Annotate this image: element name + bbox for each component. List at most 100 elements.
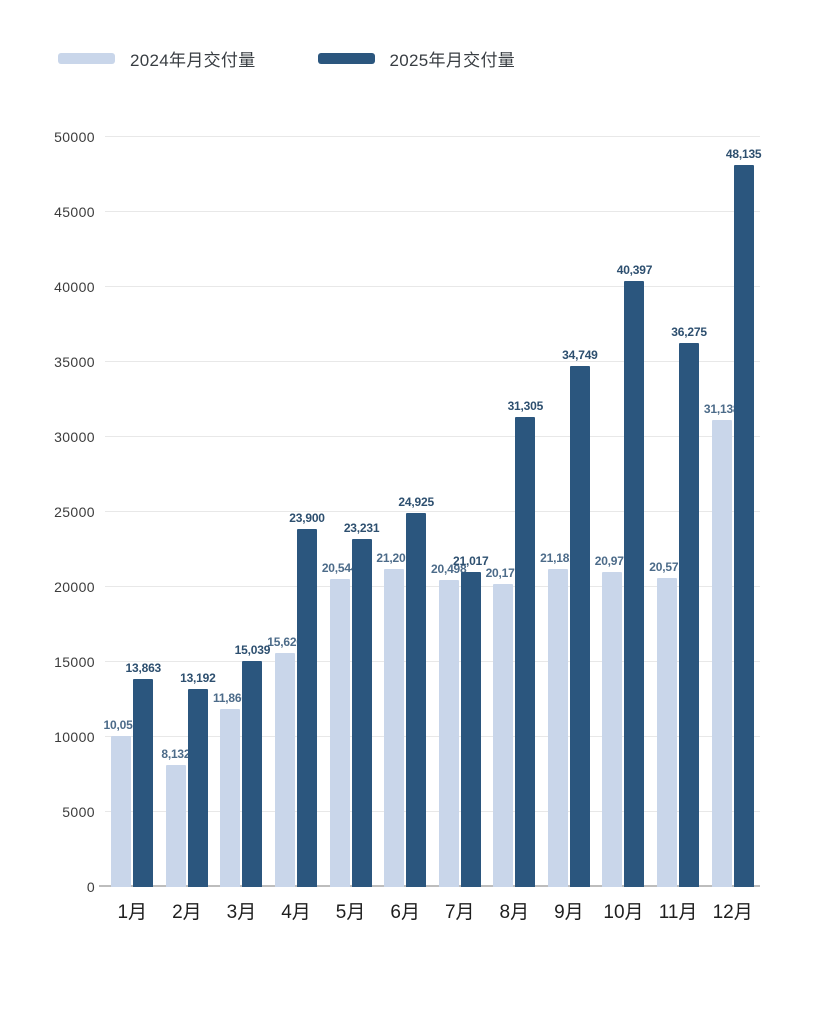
gridline-35000	[105, 361, 760, 362]
y-tick-label-45000: 45000	[54, 204, 95, 220]
month-group-8月: 20,176 31,305 8月	[486, 137, 544, 923]
gridline-25000	[105, 511, 760, 512]
gridline-15000	[105, 661, 760, 662]
month-group-3月: 11,866 15,039 3月	[213, 137, 270, 923]
bar-2025年月交付量-7月: 21,017	[453, 554, 489, 887]
value-label-2025年月交付量-7月: 21,017	[452, 553, 489, 568]
bar-2025年月交付量-12月: 48,135	[726, 147, 762, 887]
x-label-6月: 6月	[390, 902, 420, 923]
bar-2024年月交付量-3月: 11,866	[213, 691, 248, 887]
legend-item-2024: 2024年月交付量	[58, 46, 256, 71]
legend-swatch-2024	[58, 53, 115, 64]
plot-area: 10,055 13,863 1月 8,132 13,192 2月 11,866 15,039 3…	[99, 136, 762, 923]
y-tick-label-20000: 20000	[54, 579, 95, 595]
y-tick-label-30000: 30000	[54, 429, 95, 445]
x-label-5月: 5月	[335, 902, 366, 923]
month-group-12月: 31,138 48,135 12月	[704, 137, 762, 923]
gridline-0	[99, 885, 760, 887]
month-group-11月: 20,575 36,275 11月	[649, 137, 707, 923]
value-label-2024年月交付量-7月: 20,498	[430, 561, 467, 576]
value-label-2025年月交付量-11月: 36,275	[671, 324, 707, 339]
month-group-7月: 20,498 21,017 7月	[431, 137, 489, 923]
legend-label-2024: 2024年月交付量	[130, 51, 256, 70]
x-label-12月: 12月	[712, 902, 753, 923]
x-label-2月: 2月	[172, 902, 202, 923]
value-label-2024年月交付量-5月: 20,544	[321, 560, 358, 575]
legend-item-2025: 2025年月交付量	[317, 46, 516, 71]
value-label-2024年月交付量-4月: 15,620	[267, 634, 303, 649]
bar-2024年月交付量-12月: 31,138	[704, 402, 740, 887]
value-label-2025年月交付量-12月: 48,135	[725, 146, 762, 161]
gridline-50000	[105, 136, 760, 137]
value-label-2024年月交付量-9月: 21,181	[540, 551, 576, 566]
value-label-2024年月交付量-12月: 31,138	[703, 401, 740, 416]
y-tick-label-25000: 25000	[54, 504, 95, 520]
value-label-2024年月交付量-3月: 11,866	[213, 691, 248, 706]
bar-groups: 10,055 13,863 1月 8,132 13,192 2月 11,866 15,039 3…	[103, 137, 762, 923]
y-axis: 0 5000 10000 15000 20000 25000 30000 35000 40000…	[0, 130, 95, 894]
x-label-8月: 8月	[499, 902, 530, 923]
value-label-2025年月交付量-6月: 24,925	[398, 495, 434, 510]
y-tick-label-0: 0	[86, 879, 95, 895]
value-label-2024年月交付量-1月: 10,055	[103, 718, 140, 733]
x-label-4月: 4月	[281, 902, 311, 923]
bar-2024年月交付量-5月: 20,544	[322, 561, 358, 887]
bar-2025年月交付量-5月: 23,231	[344, 521, 380, 887]
x-label-7月: 7月	[444, 902, 475, 923]
gridline-30000	[105, 436, 760, 437]
value-label-2024年月交付量-6月: 21,209	[376, 550, 412, 565]
month-group-6月: 21,209 24,925 6月	[376, 137, 434, 923]
bar-2025年月交付量-10月: 40,397	[617, 263, 652, 887]
value-label-2025年月交付量-8月: 31,305	[507, 399, 544, 414]
value-label-2025年月交付量-9月: 34,749	[562, 347, 598, 362]
y-tick-label-40000: 40000	[54, 279, 95, 295]
x-label-9月: 9月	[554, 902, 584, 923]
bar-2025年月交付量-2月: 13,192	[180, 671, 216, 887]
value-label-2024年月交付量-11月: 20,575	[649, 560, 685, 575]
legend-swatch-2025	[317, 53, 375, 64]
value-label-2025年月交付量-1月: 13,863	[125, 661, 162, 676]
bar-2024年月交付量-4月: 15,620	[267, 635, 303, 887]
bar-2024年月交付量-11月: 20,575	[649, 560, 685, 887]
bar-2024年月交付量-10月: 20,976	[595, 554, 630, 887]
y-tick-label-10000: 10000	[54, 729, 95, 745]
x-label-3月: 3月	[226, 902, 257, 923]
gridline-40000	[105, 286, 760, 287]
legend: 2024年月交付量 2025年月交付量	[58, 46, 515, 71]
bar-2025年月交付量-1月: 13,863	[126, 661, 161, 887]
value-label-2025年月交付量-3月: 15,039	[234, 643, 271, 658]
month-group-2月: 8,132 13,192 2月	[160, 137, 216, 923]
bar-2024年月交付量-7月: 20,498	[431, 562, 467, 887]
bar-2024年月交付量-9月: 21,181	[540, 551, 576, 887]
gridline-10000	[105, 736, 760, 737]
month-group-9月: 21,181 34,749 9月	[540, 137, 598, 923]
month-group-1月: 10,055 13,863 1月	[103, 137, 162, 923]
y-tick-label-35000: 35000	[54, 354, 95, 370]
bar-2025年月交付量-3月: 15,039	[235, 643, 270, 887]
bar-2024年月交付量-6月: 21,209	[376, 551, 412, 887]
value-label-2025年月交付量-10月: 40,397	[616, 263, 653, 278]
x-label-10月: 10月	[603, 902, 644, 923]
legend-label-2025: 2025年月交付量	[389, 51, 516, 70]
value-label-2025年月交付量-5月: 23,231	[343, 520, 380, 535]
gridline-20000	[105, 586, 760, 587]
value-label-2024年月交付量-8月: 20,176	[485, 566, 522, 581]
bar-2024年月交付量-8月: 20,176	[486, 566, 521, 887]
y-tick-label-50000: 50000	[54, 129, 95, 145]
y-tick-label-15000: 15000	[54, 654, 95, 670]
bar-2025年月交付量-4月: 23,900	[289, 511, 325, 887]
x-label-1月: 1月	[117, 902, 148, 923]
bar-2025年月交付量-9月: 34,749	[562, 348, 598, 887]
value-label-2024年月交付量-10月: 20,976	[594, 554, 631, 569]
bar-2024年月交付量-2月: 8,132	[161, 747, 191, 887]
gridline-5000	[105, 811, 760, 812]
y-tick-label-5000: 5000	[62, 804, 95, 820]
month-group-5月: 20,544 23,231 5月	[322, 137, 380, 923]
x-label-11月: 11月	[658, 902, 698, 923]
value-label-2025年月交付量-4月: 23,900	[289, 510, 325, 525]
gridline-45000	[105, 211, 760, 212]
value-label-2024年月交付量-2月: 8,132	[161, 747, 191, 762]
month-group-10月: 20,976 40,397 10月	[595, 137, 653, 923]
value-label-2025年月交付量-2月: 13,192	[180, 671, 216, 686]
